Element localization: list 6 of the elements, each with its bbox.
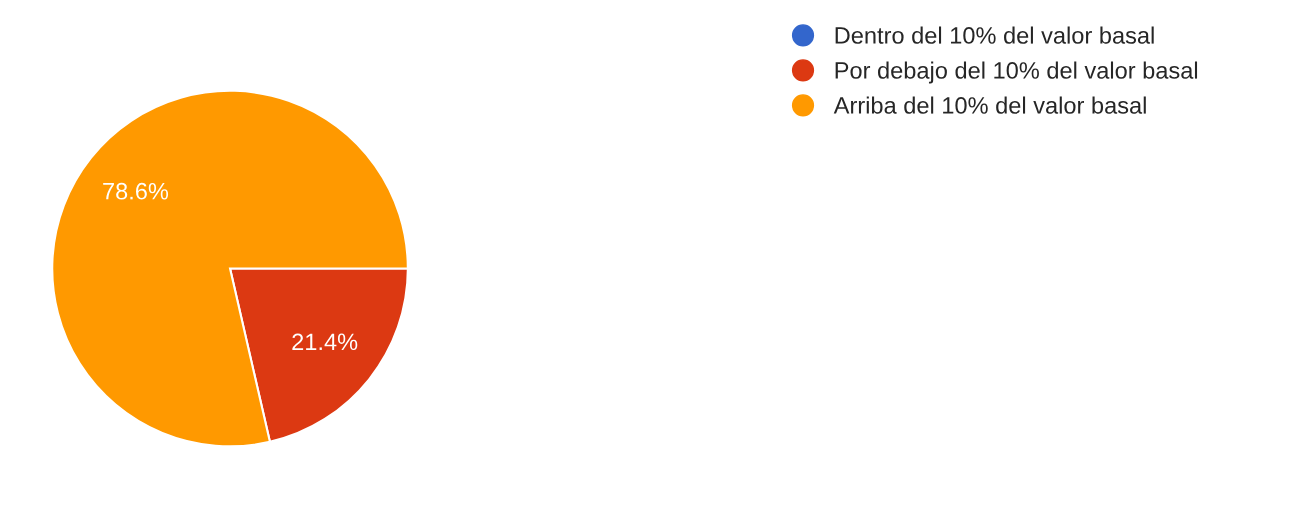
pie-slice bbox=[51, 89, 409, 448]
data-label: 21.4% bbox=[292, 333, 358, 351]
legend-label: Por debajo del 10% del valor basal bbox=[835, 61, 1198, 84]
legend-label: Arriba del 10% del valor basal bbox=[833, 96, 1146, 114]
data-label: 78.6% bbox=[103, 182, 169, 200]
legend-label: Dentro del 10% del valor basal bbox=[835, 26, 1154, 44]
